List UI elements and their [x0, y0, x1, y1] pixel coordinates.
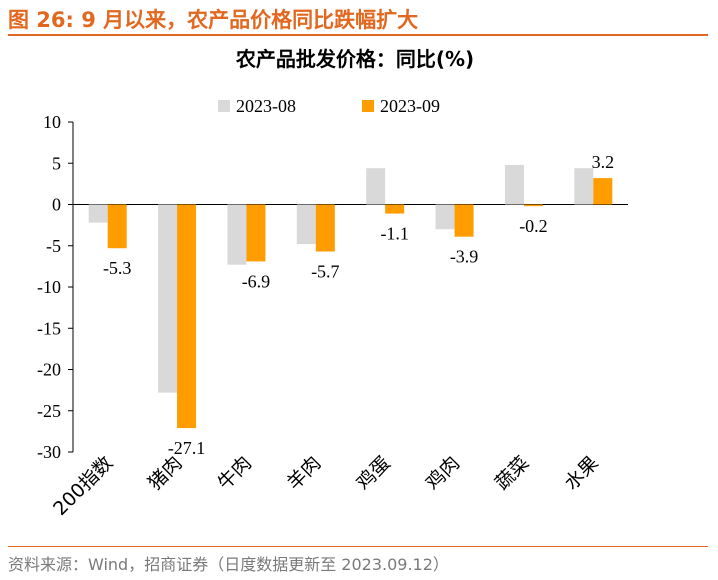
bar-chart: 农产品批发价格：同比(%) 2023-08 2023-09 10 5 0 -5 -10 -…: [37, 47, 628, 520]
figure-title: 图 26: 9 月以来，农产品价格同比跌幅扩大: [8, 8, 419, 32]
bar-2023-09: [107, 204, 127, 249]
y-tick-label: -15: [37, 318, 61, 338]
legend-label-2023-09: 2023-09: [380, 96, 440, 116]
y-tick-label: 5: [52, 153, 61, 173]
data-label: -27.1: [168, 438, 206, 458]
data-label: -3.9: [450, 247, 479, 267]
y-tick-label: 10: [43, 112, 61, 132]
y-tick-label: -20: [37, 360, 61, 380]
x-tick-label: 鸡蛋: [352, 452, 394, 494]
y-tick-label: -10: [37, 277, 61, 297]
legend-swatch-2023-09: [362, 100, 374, 112]
bar-2023-09: [593, 178, 613, 205]
bar-2023-09: [246, 204, 266, 262]
bar-2023-08: [574, 168, 594, 205]
data-label: -0.2: [519, 216, 548, 236]
legend-swatch-2023-08: [218, 100, 230, 112]
bar-2023-08: [227, 204, 247, 265]
bar-2023-09: [177, 204, 197, 429]
chart-title: 农产品批发价格：同比(%): [235, 47, 474, 71]
x-tick-label: 200指数: [49, 452, 117, 520]
source-note: 资料来源：Wind，招商证券（日度数据更新至 2023.09.12）: [8, 555, 449, 574]
bars: [88, 164, 613, 429]
data-label: 3.2: [592, 152, 615, 172]
bar-2023-09: [454, 204, 474, 237]
legend: 2023-08 2023-09: [218, 96, 440, 116]
bar-2023-08: [296, 204, 316, 245]
x-tick-label: 羊肉: [283, 452, 325, 494]
bar-2023-09: [523, 204, 543, 207]
y-axis-ticks: 10 5 0 -5 -10 -15 -20 -25 -30: [37, 112, 73, 462]
y-tick-label: -30: [37, 442, 61, 462]
bar-2023-08: [158, 204, 178, 393]
x-tick-label: 鸡肉: [422, 452, 464, 494]
title-rule: [8, 34, 708, 36]
bar-2023-08: [366, 168, 386, 205]
data-label: -5.3: [103, 258, 132, 278]
bar-2023-09: [385, 204, 405, 214]
x-axis-labels: 200指数 猪肉 牛肉 羊肉 鸡蛋 鸡肉 蔬菜 水果: [49, 452, 603, 520]
x-tick-label: 蔬菜: [491, 452, 533, 494]
bar-2023-08: [504, 164, 524, 205]
y-tick-label: 0: [52, 195, 61, 215]
legend-label-2023-08: 2023-08: [236, 96, 296, 116]
data-label: -1.1: [380, 224, 409, 244]
y-tick-label: -25: [37, 401, 61, 421]
data-labels: -5.3 -27.1 -6.9 -5.7 -1.1 -3.9 -0.2 3.2: [103, 152, 614, 458]
y-tick-label: -5: [46, 236, 61, 256]
bar-2023-08: [88, 204, 108, 223]
bar-2023-08: [435, 204, 455, 230]
data-label: -5.7: [311, 262, 340, 282]
data-label: -6.9: [242, 271, 271, 291]
source-rule: [8, 546, 708, 547]
x-tick-label: 猪肉: [144, 452, 186, 494]
bar-2023-09: [315, 204, 335, 252]
x-tick-label: 牛肉: [214, 452, 256, 494]
x-tick-label: 水果: [560, 452, 602, 494]
